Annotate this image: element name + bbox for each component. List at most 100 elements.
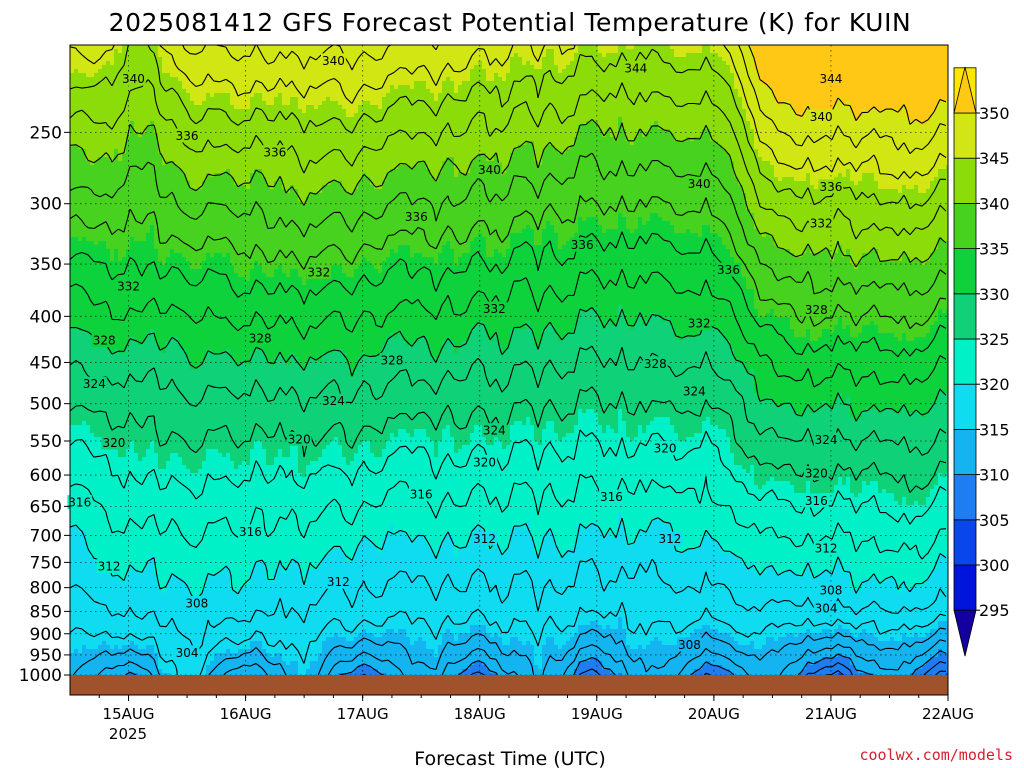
contour-label: 312 — [327, 575, 350, 589]
y-tick-label: 700 — [30, 526, 62, 546]
y-tick-label: 450 — [30, 353, 62, 373]
contour-label: 324 — [483, 424, 506, 438]
colorbar-segment — [954, 475, 976, 520]
contour-label: 308 — [819, 584, 842, 598]
y-tick-label: 300 — [30, 195, 62, 215]
x-tick-label: 17AUG — [337, 705, 389, 723]
y-axis: 2503003504004505005506006507007508008509… — [19, 123, 70, 686]
y-tick-label: 500 — [30, 395, 62, 415]
y-tick-label: 900 — [30, 625, 62, 645]
colorbar-label: 340 — [979, 194, 1010, 213]
colorbar-label: 320 — [979, 375, 1010, 394]
chart-title: 2025081412 GFS Forecast Potential Temper… — [109, 8, 912, 37]
x-tick-label: 22AUG — [922, 705, 974, 723]
colorbar-segment — [954, 520, 976, 565]
y-tick-label: 650 — [30, 497, 62, 517]
colorbar-segment — [954, 294, 976, 339]
colorbar-label: 305 — [979, 511, 1010, 530]
contour-label: 316 — [239, 525, 262, 539]
contour-label: 320 — [805, 467, 828, 481]
contour-label: 340 — [810, 110, 833, 124]
y-tick-label: 950 — [30, 646, 62, 666]
y-tick-label: 1000 — [19, 666, 62, 686]
contour-label: 304 — [815, 602, 838, 616]
contour-label: 332 — [307, 265, 330, 279]
x-tick-label: 16AUG — [220, 705, 272, 723]
contour-label: 312 — [473, 532, 496, 546]
contour-label: 340 — [688, 177, 711, 191]
colorbar-segment — [954, 113, 976, 158]
x-tick-label: 15AUG — [103, 705, 155, 723]
colorbar-segment — [954, 158, 976, 203]
contour-label: 324 — [83, 377, 106, 391]
contour-label: 328 — [380, 353, 403, 367]
contour-label: 332 — [810, 216, 833, 230]
contour-label: 336 — [405, 210, 428, 224]
contour-label: 328 — [805, 303, 828, 317]
colorbar-bottom-arrow — [954, 610, 976, 656]
x-year-label: 2025 — [109, 725, 147, 743]
colorbar-label: 325 — [979, 330, 1010, 349]
contour-label: 332 — [483, 302, 506, 316]
contour-label: 332 — [688, 317, 711, 331]
contour-label: 344 — [819, 72, 842, 86]
contour-label: 308 — [678, 638, 701, 652]
contour-label: 336 — [263, 146, 286, 160]
x-axis-title: Forecast Time (UTC) — [414, 748, 605, 768]
contour-label: 304 — [176, 646, 199, 660]
x-axis: 15AUG 16AUG 17AUG 18AUG 19AUG 20AUG 21AUG 22AUG — [99, 695, 974, 723]
colorbar-segment — [954, 565, 976, 610]
contour-label: 316 — [600, 490, 623, 504]
y-tick-label: 550 — [30, 432, 62, 452]
colorbar-label: 310 — [979, 466, 1010, 485]
contour-label: 324 — [683, 384, 706, 398]
colorbar-label: 315 — [979, 420, 1010, 439]
colorbar-label: 300 — [979, 556, 1010, 575]
contour-label: 336 — [571, 238, 594, 252]
colorbar-label: 350 — [979, 104, 1010, 123]
contour-label: 328 — [644, 357, 667, 371]
contour-label: 312 — [815, 542, 838, 556]
credit-text[interactable]: coolwx.com/models — [859, 746, 1013, 764]
contour-label: 320 — [654, 442, 677, 456]
y-tick-label: 850 — [30, 602, 62, 622]
contour-label: 332 — [117, 279, 140, 293]
contour-label: 336 — [176, 129, 199, 143]
colorbar-label: 345 — [979, 149, 1010, 168]
colorbar-label: 295 — [979, 601, 1010, 620]
y-tick-label: 400 — [30, 307, 62, 327]
contour-label: 316 — [68, 496, 91, 510]
contour-label: 312 — [98, 560, 121, 574]
contour-label: 328 — [249, 332, 272, 346]
colorbar-segment — [954, 429, 976, 474]
y-tick-label: 800 — [30, 579, 62, 599]
x-tick-label: 19AUG — [571, 705, 623, 723]
contour-label: 316 — [805, 494, 828, 508]
contour-label: 336 — [819, 180, 842, 194]
y-tick-label: 350 — [30, 255, 62, 275]
contour-label: 316 — [410, 488, 433, 502]
contour-label: 324 — [815, 433, 838, 447]
contour-label: 344 — [624, 61, 647, 75]
contour-label: 340 — [322, 54, 345, 68]
contour-label: 340 — [478, 163, 501, 177]
contour-label: 320 — [288, 432, 311, 446]
colorbar-label: 335 — [979, 240, 1010, 259]
colorbar-segment — [954, 384, 976, 429]
contour-label: 324 — [322, 394, 345, 408]
y-tick-label: 250 — [30, 123, 62, 143]
colorbar-segment — [954, 339, 976, 384]
contour-label: 328 — [93, 334, 116, 348]
x-tick-label: 18AUG — [454, 705, 506, 723]
contour-label: 312 — [659, 532, 682, 546]
x-tick-label: 20AUG — [688, 705, 740, 723]
ground-surface — [70, 675, 948, 695]
contour-label: 336 — [717, 263, 740, 277]
contour-label: 340 — [122, 72, 145, 86]
y-tick-label: 750 — [30, 553, 62, 573]
contour-label: 308 — [185, 597, 208, 611]
colorbar-segment — [954, 249, 976, 294]
contour-label: 320 — [102, 436, 125, 450]
